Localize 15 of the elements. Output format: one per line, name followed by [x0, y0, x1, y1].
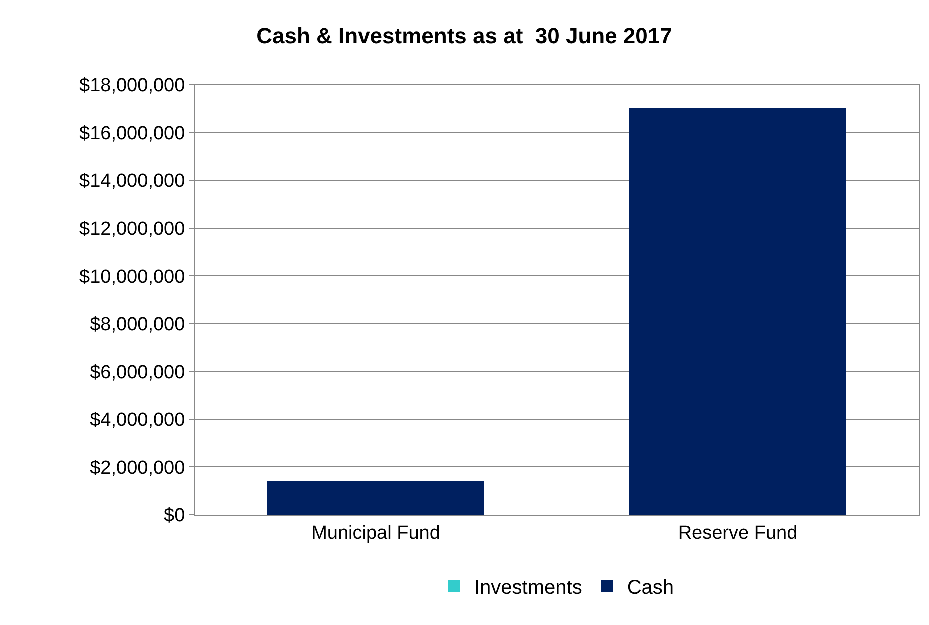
y-tick-label: $14,000,000	[80, 171, 186, 192]
y-tick-label: $6,000,000	[90, 362, 186, 384]
x-tick-label: Municipal Fund	[312, 522, 440, 544]
x-tick-label: Reserve Fund	[678, 522, 798, 544]
y-tick-label: $16,000,000	[80, 123, 186, 144]
legend-label: Cash	[627, 576, 674, 599]
legend-label: Investments	[474, 576, 582, 599]
y-tick-label: $2,000,000	[90, 458, 186, 479]
chart-title: Cash & Investments as at 30 June 2017	[256, 24, 672, 49]
y-tick-label: $8,000,000	[90, 314, 186, 336]
y-tick-label: $0	[164, 506, 186, 527]
y-tick-label: $18,000,000	[80, 76, 186, 97]
y-tick-label: $12,000,000	[80, 218, 186, 240]
y-tick-label: $4,000,000	[90, 410, 186, 432]
y-tick-label: $10,000,000	[80, 266, 186, 288]
